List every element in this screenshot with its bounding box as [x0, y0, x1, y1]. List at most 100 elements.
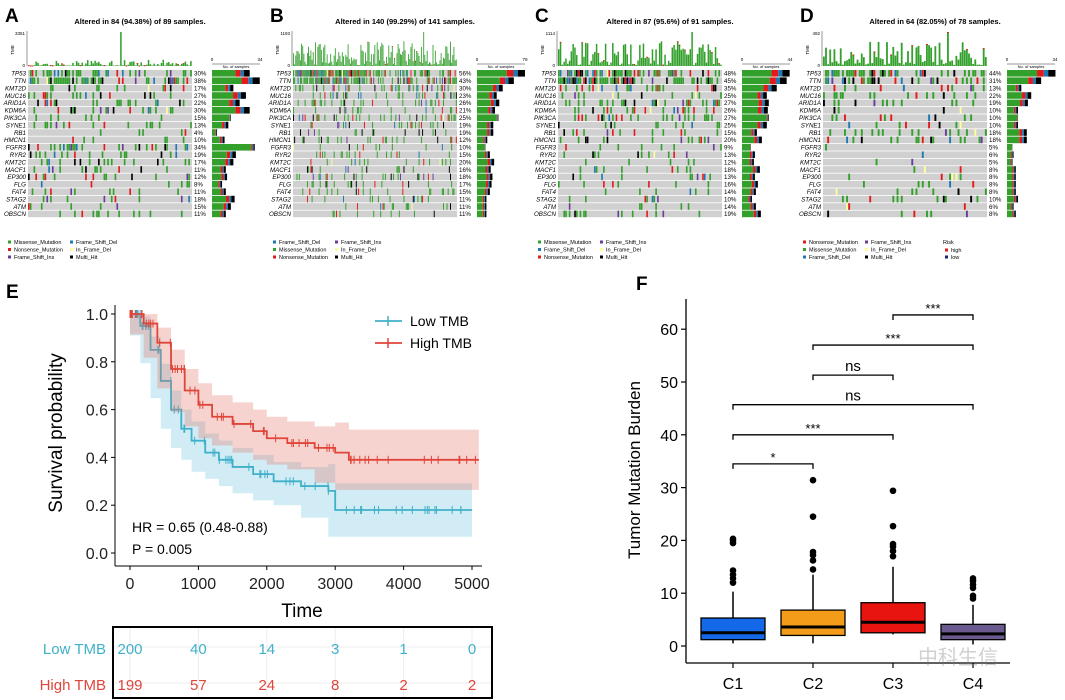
mutation-cell [639, 188, 641, 195]
risk-table-value: 0 [468, 641, 476, 658]
mutation-cell [716, 129, 719, 136]
tmb-bar [85, 63, 87, 66]
mutation-cell [116, 203, 119, 210]
side-bar-segment [220, 166, 223, 173]
gene-label: RYR2 [540, 152, 557, 159]
side-bar-segment [212, 151, 227, 158]
mutation-cell [383, 114, 385, 121]
mutation-cell [317, 70, 319, 77]
mutation-cell [92, 121, 95, 129]
gene-row-background [823, 188, 987, 195]
mutation-cell [603, 181, 605, 188]
mutation-cell [687, 107, 690, 114]
mutation-cell [377, 70, 379, 77]
risk-table-row-label: High TMB [40, 677, 106, 694]
mutation-cell [640, 92, 643, 99]
mutation-cell [420, 121, 422, 129]
tmb-bar [923, 61, 926, 66]
tmb-bar [83, 65, 85, 66]
mutation-cell [869, 77, 872, 84]
mutation-cell [405, 203, 407, 210]
legend-swatch [865, 248, 868, 251]
mutation-cell [896, 195, 899, 203]
y-tick-label: 50 [660, 375, 678, 392]
gene-label: RB1 [544, 130, 556, 137]
tmb-bar [928, 45, 930, 66]
tmb-bar-segment [419, 62, 421, 64]
risk-swatch [945, 248, 948, 252]
mutation-cell [454, 114, 456, 121]
mutation-cell [700, 77, 702, 84]
side-bar-segment [240, 70, 245, 77]
side-bar-segment [1010, 158, 1012, 166]
mutation-cell [310, 166, 312, 173]
mutation-cell [182, 99, 185, 107]
mutation-cell [448, 70, 450, 77]
mutation-cell [576, 129, 578, 136]
legend-label: Frame_Shift_Del [544, 248, 585, 254]
mutation-cell [846, 136, 849, 144]
gene-label: SYNE1 [536, 122, 556, 129]
side-bar-segment [1027, 92, 1032, 99]
mutation-cell [395, 84, 397, 92]
side-bar-segment [1007, 70, 1038, 77]
mutation-cell [323, 77, 325, 84]
mutation-cell [410, 70, 412, 77]
mutation-cell [327, 77, 329, 84]
legend-swatch [335, 240, 338, 244]
mutation-cell [565, 144, 567, 151]
mutation-cell [691, 121, 693, 129]
tmb-bar [395, 64, 397, 66]
mutation-cell [114, 195, 117, 203]
mutation-cell [621, 166, 623, 173]
side-bar-segment [212, 144, 252, 151]
mutation-cell [329, 77, 331, 84]
mutation-cell [637, 151, 639, 158]
tmb-bar [559, 41, 562, 66]
tmb-bar [965, 49, 968, 66]
side-bar-segment [240, 92, 246, 99]
tmb-max-label: 3351 [15, 31, 26, 36]
mutation-cell [319, 181, 321, 188]
mutation-cell [576, 84, 578, 92]
mutation-cell [339, 77, 341, 84]
mutation-cell [425, 144, 427, 151]
mutation-cell [402, 70, 404, 77]
mutation-cell [169, 92, 172, 99]
mutation-cell [155, 107, 157, 114]
side-bar-segment [212, 107, 236, 114]
mutation-cell [384, 136, 386, 144]
side-bar-segment [1017, 84, 1020, 92]
gene-label: EP300 [272, 174, 291, 181]
tmb-bar [892, 46, 895, 66]
mutation-cell [443, 92, 445, 99]
mutation-cell [451, 181, 453, 188]
side-bar-segment [1032, 77, 1037, 84]
mutation-cell [424, 92, 426, 99]
mutation-cell [604, 77, 607, 84]
mutation-cell [881, 99, 884, 107]
mutation-cell [134, 99, 137, 107]
gene-percent: 8% [194, 182, 203, 189]
gene-row-background [28, 158, 192, 166]
tmb-bar-segment [28, 65, 30, 67]
mutation-cell [182, 136, 185, 144]
mutation-cell [184, 158, 187, 166]
tmb-bar [837, 63, 840, 66]
mutation-cell [354, 129, 356, 136]
mutation-cell [353, 99, 355, 107]
mutation-cell [451, 114, 453, 121]
mutation-cell [657, 121, 659, 129]
mutation-cell [432, 107, 434, 114]
mutation-cell [320, 70, 322, 77]
tmb-bar [590, 60, 592, 66]
mutation-cell [308, 70, 310, 77]
mutation-cell [402, 188, 404, 195]
panel-letter: B [270, 6, 284, 27]
mutation-cell [369, 136, 371, 144]
mutation-cell [633, 77, 636, 84]
tmb-bar [423, 32, 425, 66]
mutation-cell [577, 114, 580, 121]
survival-panel: E0.00.20.40.60.81.00 1000 2000 3000 4000 5000… [6, 282, 493, 699]
mutation-cell [455, 99, 457, 107]
